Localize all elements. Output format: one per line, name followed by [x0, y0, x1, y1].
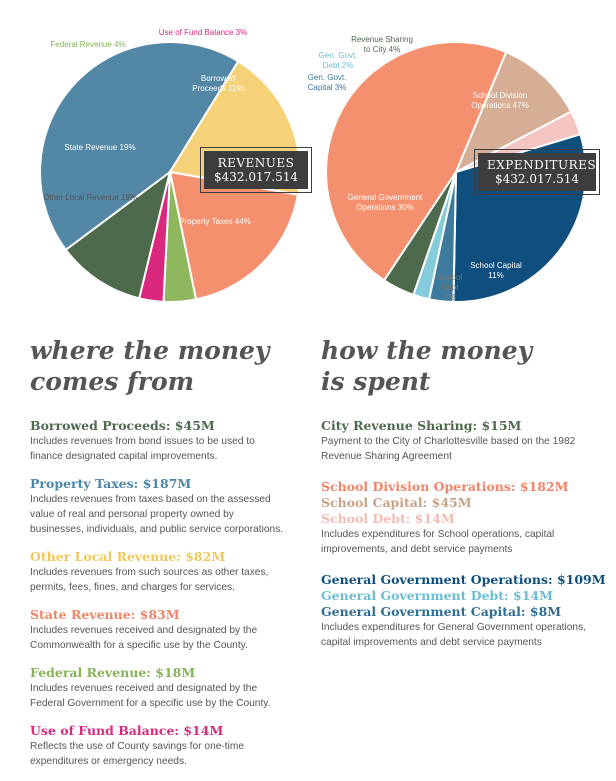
expenditure-use-description: Includes expenditures for General Govern…	[321, 620, 611, 650]
revenues-pie-chart: Borrowed Proceeds 11% Property Taxes 44% Ot…	[39, 28, 301, 303]
expenditure-uses-list: City Revenue Sharing: $15M Payment to the…	[321, 418, 611, 665]
expenditure-use-title: School Debt: $14M	[321, 511, 455, 526]
revenues-total-title: REVENUES	[217, 156, 295, 170]
revenue-source-description: Reflects the use of County savings for o…	[30, 739, 320, 769]
expenditure-use-item: School Division Operations: $182M School …	[321, 479, 611, 557]
left-heading: where the money comes from	[30, 335, 269, 397]
revenue-source-title: Other Local Revenue: $82M	[30, 549, 226, 564]
revenues-slice-label: Borrowed Proceeds 11%	[192, 74, 243, 93]
description-line: improvements, and debt service payments	[321, 544, 513, 555]
description-line: Includes expenditures for General Govern…	[321, 622, 587, 633]
revenue-source-title: Federal Revenue: $18M	[30, 665, 196, 680]
revenue-source-title: State Revenue: $83M	[30, 607, 180, 622]
description-line: Federal Government for a specific use by…	[30, 698, 271, 709]
right-heading-line: is spent	[321, 367, 431, 396]
revenues-slice	[168, 170, 300, 301]
expenditure-use-title: School Division Operations: $182M	[321, 479, 569, 494]
expenditures-total-title: EXPENDITURES	[487, 158, 597, 172]
description-line: expenditures or emergency needs.	[30, 756, 187, 767]
expenditures-slice	[325, 41, 508, 282]
description-line: Includes expenditures for School operati…	[321, 529, 555, 540]
right-heading: how the money is spent	[321, 335, 532, 397]
revenue-source-description: Includes revenues from bond issues to be…	[30, 434, 320, 464]
description-line: finance designated capital improvements.	[30, 451, 218, 462]
expenditures-slice	[382, 171, 457, 297]
revenue-source-item: Use of Fund Balance: $14M Reflects the us…	[30, 723, 320, 769]
expenditure-use-item: General Government Operations: $109M Gene…	[321, 572, 611, 650]
description-line: Includes revenues from such sources as o…	[30, 567, 269, 578]
description-line: Includes revenues received and designate…	[30, 625, 258, 636]
expenditure-use-description: Payment to the City of Charlottesville b…	[321, 434, 611, 464]
revenues-slice-label: Use of Fund Balance 3%	[159, 28, 248, 37]
expenditures-slice	[454, 50, 573, 175]
description-line: Reflects the use of County savings for o…	[30, 741, 245, 752]
description-line: Includes revenues from taxes based on th…	[30, 494, 271, 505]
left-heading-line: comes from	[30, 367, 195, 396]
description-line: permits, fees, fines, and charges for se…	[30, 582, 235, 593]
description-line: value of real and personal property owne…	[30, 509, 234, 520]
revenue-source-description: Includes revenues received and designate…	[30, 623, 320, 653]
revenue-source-description: Includes revenues from such sources as o…	[30, 565, 320, 595]
expenditures-slice-label: General Government Operations 30%	[348, 193, 423, 212]
expenditures-slice-label: School Debt 3%	[438, 273, 463, 302]
revenue-source-title: Use of Fund Balance: $14M	[30, 723, 224, 738]
revenue-source-title: Property Taxes: $187M	[30, 476, 192, 491]
expenditures-slice-label: Gen. Govt. Capital 3%	[308, 73, 347, 92]
description-line: Payment to the City of Charlottesville b…	[321, 436, 576, 447]
expenditures-slice-label: School Capital 11%	[470, 261, 522, 280]
right-heading-line: how the money	[321, 336, 533, 365]
revenue-source-item: State Revenue: $83M Includes revenues rec…	[30, 607, 320, 653]
expenditure-use-title: General Government Debt: $14M	[321, 588, 553, 603]
revenue-source-item: Federal Revenue: $18M Includes revenues r…	[30, 665, 320, 711]
expenditures-slice-label: Revenue Sharing to City 4%	[351, 35, 413, 54]
revenues-slice-label: Property Taxes 44%	[179, 217, 250, 226]
expenditure-use-title: City Revenue Sharing: $15M	[321, 418, 522, 433]
revenue-source-title: Borrowed Proceeds: $45M	[30, 418, 215, 433]
revenue-source-item: Borrowed Proceeds: $45M Includes revenues…	[30, 418, 320, 464]
revenue-source-item: Property Taxes: $187M Includes revenues f…	[30, 476, 320, 537]
revenue-source-description: Includes revenues received and designate…	[30, 681, 320, 711]
revenues-slice	[64, 169, 172, 300]
expenditures-slice-label: Gen. Govt. Debt 2%	[319, 51, 358, 70]
revenue-sources-list: Borrowed Proceeds: $45M Includes revenues…	[30, 418, 320, 781]
revenues-slice-label: Other Local Revenue 19%	[43, 193, 137, 202]
description-line: capital improvements and debt service pa…	[321, 637, 542, 648]
expenditure-use-description: Includes expenditures for School operati…	[321, 527, 611, 557]
revenues-total-value: $432.017.514	[214, 170, 298, 184]
description-line: businesses, individuals, and public serv…	[30, 524, 284, 535]
description-line: Revenue Sharing Agreement	[321, 451, 452, 462]
expenditures-slice-label: School Division Operations 47%	[471, 91, 528, 110]
revenues-slice	[138, 171, 171, 303]
expenditures-total-value: $432.017.514	[495, 172, 579, 186]
revenue-source-description: Includes revenues from taxes based on th…	[30, 492, 320, 537]
description-line: Commonwealth for a specific use by the C…	[30, 640, 248, 651]
revenues-slice-label: Federal Revenue 4%	[50, 40, 125, 49]
left-heading-line: where the money	[30, 336, 270, 365]
revenue-source-item: Other Local Revenue: $82M Includes revenu…	[30, 549, 320, 595]
expenditure-use-title: School Capital: $45M	[321, 495, 472, 510]
description-line: Includes revenues from bond issues to be…	[30, 436, 255, 447]
revenues-slice-label: State Revenue 19%	[64, 143, 135, 152]
expenditure-use-title: General Government Capital: $8M	[321, 604, 562, 619]
description-line: Includes revenues received and designate…	[30, 683, 258, 694]
expenditure-use-title: General Government Operations: $109M	[321, 572, 606, 587]
expenditure-use-item: City Revenue Sharing: $15M Payment to the…	[321, 418, 611, 464]
expenditures-total-box: EXPENDITURES $432.017.514	[474, 149, 600, 195]
revenues-slice	[39, 41, 240, 252]
revenues-total-box: REVENUES $432.017.514	[200, 147, 312, 193]
